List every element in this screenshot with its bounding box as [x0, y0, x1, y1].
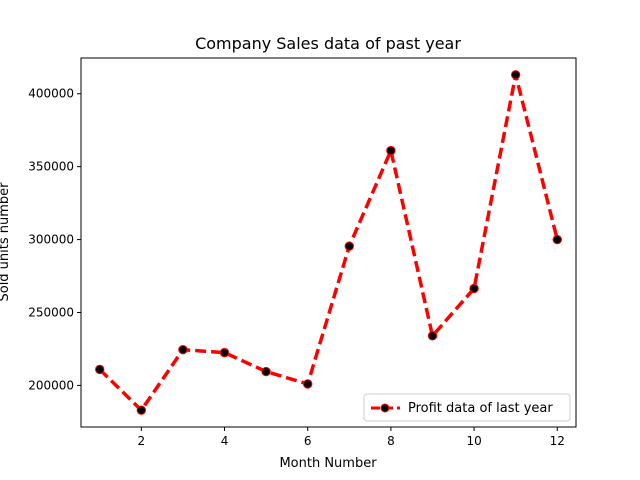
x-tick-label: 8 [387, 434, 395, 448]
y-axis-label: Sold units number [0, 182, 12, 302]
x-tick-label: 2 [137, 434, 145, 448]
data-point-marker [178, 344, 188, 355]
x-tick-label: 10 [466, 434, 481, 448]
axes-frame [80, 57, 577, 428]
plot-area: 2 4 6 8 10 12 200000 250000 300000 350000 400000 [28, 57, 577, 448]
data-point-marker [95, 364, 105, 375]
y-tick-label: 400000 [28, 87, 74, 101]
data-point-marker [219, 347, 230, 358]
y-tick-label: 200000 [28, 378, 74, 392]
data-point-marker [469, 283, 479, 294]
legend-label: Profit data of last year [408, 401, 553, 416]
x-tick-label: 4 [221, 434, 229, 448]
y-tick-label: 350000 [28, 160, 74, 174]
legend: Profit data of last year [363, 393, 571, 422]
data-point-marker [261, 366, 271, 377]
x-tick-label: 12 [550, 434, 565, 448]
data-point-marker [344, 241, 354, 251]
x-tick-label: 6 [304, 434, 312, 448]
x-axis-label: Month Number [279, 456, 377, 471]
y-tick-label: 250000 [28, 306, 74, 320]
y-tick-label: 300000 [28, 233, 74, 247]
chart-title: Company Sales data of past year [195, 34, 461, 53]
data-point-marker [427, 331, 438, 341]
series-line [98, 73, 559, 412]
data-point-marker [303, 379, 313, 389]
data-point-marker [136, 405, 147, 415]
data-point-marker [552, 234, 562, 245]
legend-marker-swatch [380, 403, 390, 413]
data-point-marker [510, 70, 521, 80]
data-point-marker [386, 145, 396, 156]
legend-frame [363, 393, 571, 422]
